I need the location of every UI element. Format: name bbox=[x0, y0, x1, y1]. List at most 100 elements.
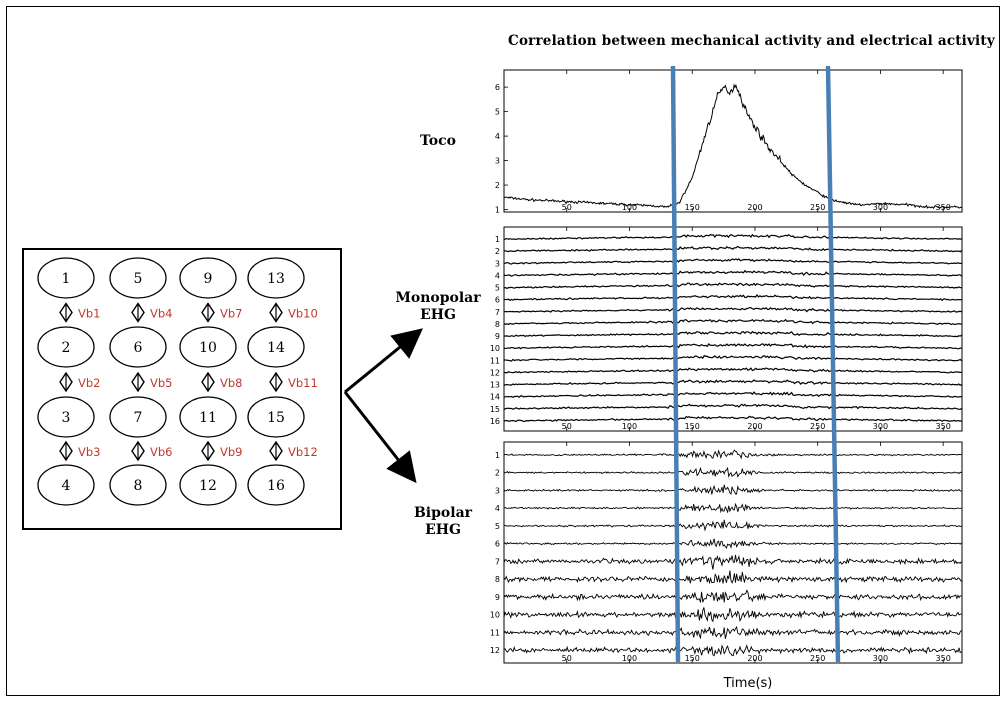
monopolar-channel-line bbox=[503, 269, 963, 277]
monopolar-channel-label: 7 bbox=[495, 308, 500, 317]
electrode-2 bbox=[37, 326, 95, 368]
toco-xtick-label: 50 bbox=[562, 203, 572, 212]
electrode-8 bbox=[109, 464, 167, 506]
monopolar-channel-label: 1 bbox=[495, 235, 500, 244]
monopolar-xtick-label: 250 bbox=[810, 422, 825, 431]
monopolar-xtick-label: 200 bbox=[747, 422, 762, 431]
monopolar-axes bbox=[503, 226, 963, 432]
monopolar-channel-label: 14 bbox=[490, 393, 500, 402]
monopolar-channel-label: 8 bbox=[495, 320, 500, 329]
bipolar-label-line2: EHG bbox=[425, 522, 461, 538]
bipolar-xtick-label: 100 bbox=[622, 654, 637, 663]
monopolar-channel-line bbox=[503, 318, 962, 326]
monopolar-channel-line bbox=[503, 233, 962, 241]
bipolar-label: Vb5 bbox=[150, 376, 172, 390]
bipolar-xtick-label: 50 bbox=[562, 654, 572, 663]
monopolar-channel-label: 2 bbox=[495, 247, 500, 256]
electrode-13 bbox=[247, 257, 305, 299]
figure-frame bbox=[6, 6, 1000, 696]
monopolar-channel-line bbox=[503, 415, 962, 423]
bipolar-channel-label: 12 bbox=[490, 646, 500, 655]
electrode-label: 14 bbox=[267, 340, 285, 356]
monopolar-channel-line bbox=[503, 294, 962, 302]
monopolar-channel-label: 10 bbox=[490, 344, 500, 353]
arrow-to-bipolar bbox=[343, 391, 417, 484]
monopolar-xtick-label: 150 bbox=[685, 422, 700, 431]
electrode-7 bbox=[109, 396, 167, 438]
monopolar-label-line1: Monopolar bbox=[395, 290, 481, 306]
monopolar-channel-line bbox=[504, 354, 963, 362]
toco-xtick-label: 250 bbox=[810, 203, 825, 212]
x-axis-label: Time(s) bbox=[723, 676, 773, 691]
electrode-label: 6 bbox=[134, 340, 143, 356]
bipolar-channel-label: 3 bbox=[495, 486, 500, 495]
monopolar-label: Monopolar EHG bbox=[388, 290, 488, 324]
electrode-11 bbox=[179, 396, 237, 438]
bipolar-channel-label: 2 bbox=[495, 469, 500, 478]
electrode-label: 11 bbox=[199, 410, 217, 426]
bipolar-label: Vb6 bbox=[150, 445, 172, 459]
monopolar-channel-line bbox=[503, 282, 962, 290]
monopolar-channel-label: 16 bbox=[490, 417, 500, 426]
bipolar-label: Vb12 bbox=[288, 445, 318, 459]
contraction-end-marker bbox=[825, 65, 841, 663]
bipolar-channel-line bbox=[503, 554, 962, 570]
monopolar-label-line2: EHG bbox=[420, 307, 456, 323]
bipolar-channel-line bbox=[503, 466, 962, 478]
toco-xtick-label: 200 bbox=[747, 203, 762, 212]
electrode-label: 1 bbox=[62, 271, 71, 287]
bipolar-channel-line bbox=[503, 625, 962, 640]
electrode-12 bbox=[179, 464, 237, 506]
bipolar-channel-label: 9 bbox=[495, 593, 500, 602]
bipolar-channel-line bbox=[503, 538, 962, 549]
electrode-label: 4 bbox=[62, 478, 71, 494]
monopolar-channel-label: 9 bbox=[495, 332, 500, 341]
toco-ytick-label: 3 bbox=[495, 157, 500, 166]
toco-axes bbox=[503, 69, 963, 213]
bipolar-label: Vb8 bbox=[220, 376, 242, 390]
electrode-16 bbox=[247, 464, 305, 506]
electrode-label: 8 bbox=[134, 478, 143, 494]
bipolar-label: Vb3 bbox=[78, 445, 100, 459]
toco-ytick-label: 5 bbox=[495, 108, 500, 117]
electrode-label: 2 bbox=[62, 340, 71, 356]
bipolar-xtick-label: 350 bbox=[936, 654, 951, 663]
bipolar-xtick-label: 200 bbox=[747, 654, 762, 663]
bipolar-channel-line bbox=[503, 607, 962, 623]
toco-ytick-label: 1 bbox=[495, 206, 500, 215]
monopolar-xtick-label: 300 bbox=[873, 422, 888, 431]
monopolar-channel-line bbox=[503, 306, 962, 313]
bipolar-label-line1: Bipolar bbox=[413, 505, 473, 521]
bipolar-label: Vb2 bbox=[78, 376, 100, 390]
bipolar-channel-label: 6 bbox=[495, 540, 500, 549]
monopolar-xtick-label: 50 bbox=[562, 422, 572, 431]
electrode-label: 5 bbox=[134, 271, 143, 287]
bipolar-label: Vb11 bbox=[288, 376, 318, 390]
monopolar-channel-line bbox=[503, 367, 962, 374]
bipolar-channel-label: 8 bbox=[495, 575, 500, 584]
electrode-grid: 1 5 9 13 2 6 10 14 3 7 11 15 4 8 12 16 Vb1 Vb4 Vb7 Vb10 Vb2 V… bbox=[22, 248, 342, 530]
bipolar-channel-line bbox=[503, 519, 962, 532]
monopolar-channel-label: 11 bbox=[490, 356, 500, 365]
toco-ytick-label: 2 bbox=[495, 181, 500, 190]
monopolar-channel-line bbox=[503, 379, 963, 387]
monopolar-channel-line bbox=[503, 258, 962, 265]
toco-xtick-label: 100 bbox=[622, 203, 637, 212]
toco-ytick-label: 4 bbox=[495, 132, 500, 141]
bipolar-channel-label: 5 bbox=[495, 522, 500, 531]
bipolar-label: Vb1 bbox=[78, 307, 100, 321]
electrode-5 bbox=[109, 257, 167, 299]
bipolar-channel-line bbox=[503, 570, 962, 585]
bipolar-label: Vb7 bbox=[220, 307, 242, 321]
monopolar-channel-line bbox=[503, 245, 963, 253]
monopolar-channel-line bbox=[503, 342, 962, 350]
toco-label: Toco bbox=[419, 133, 456, 149]
bipolar-channel-line bbox=[503, 484, 962, 495]
bipolar-label: Bipolar EHG bbox=[398, 505, 488, 539]
electrode-1 bbox=[37, 257, 95, 299]
monopolar-channel-line bbox=[503, 403, 963, 411]
